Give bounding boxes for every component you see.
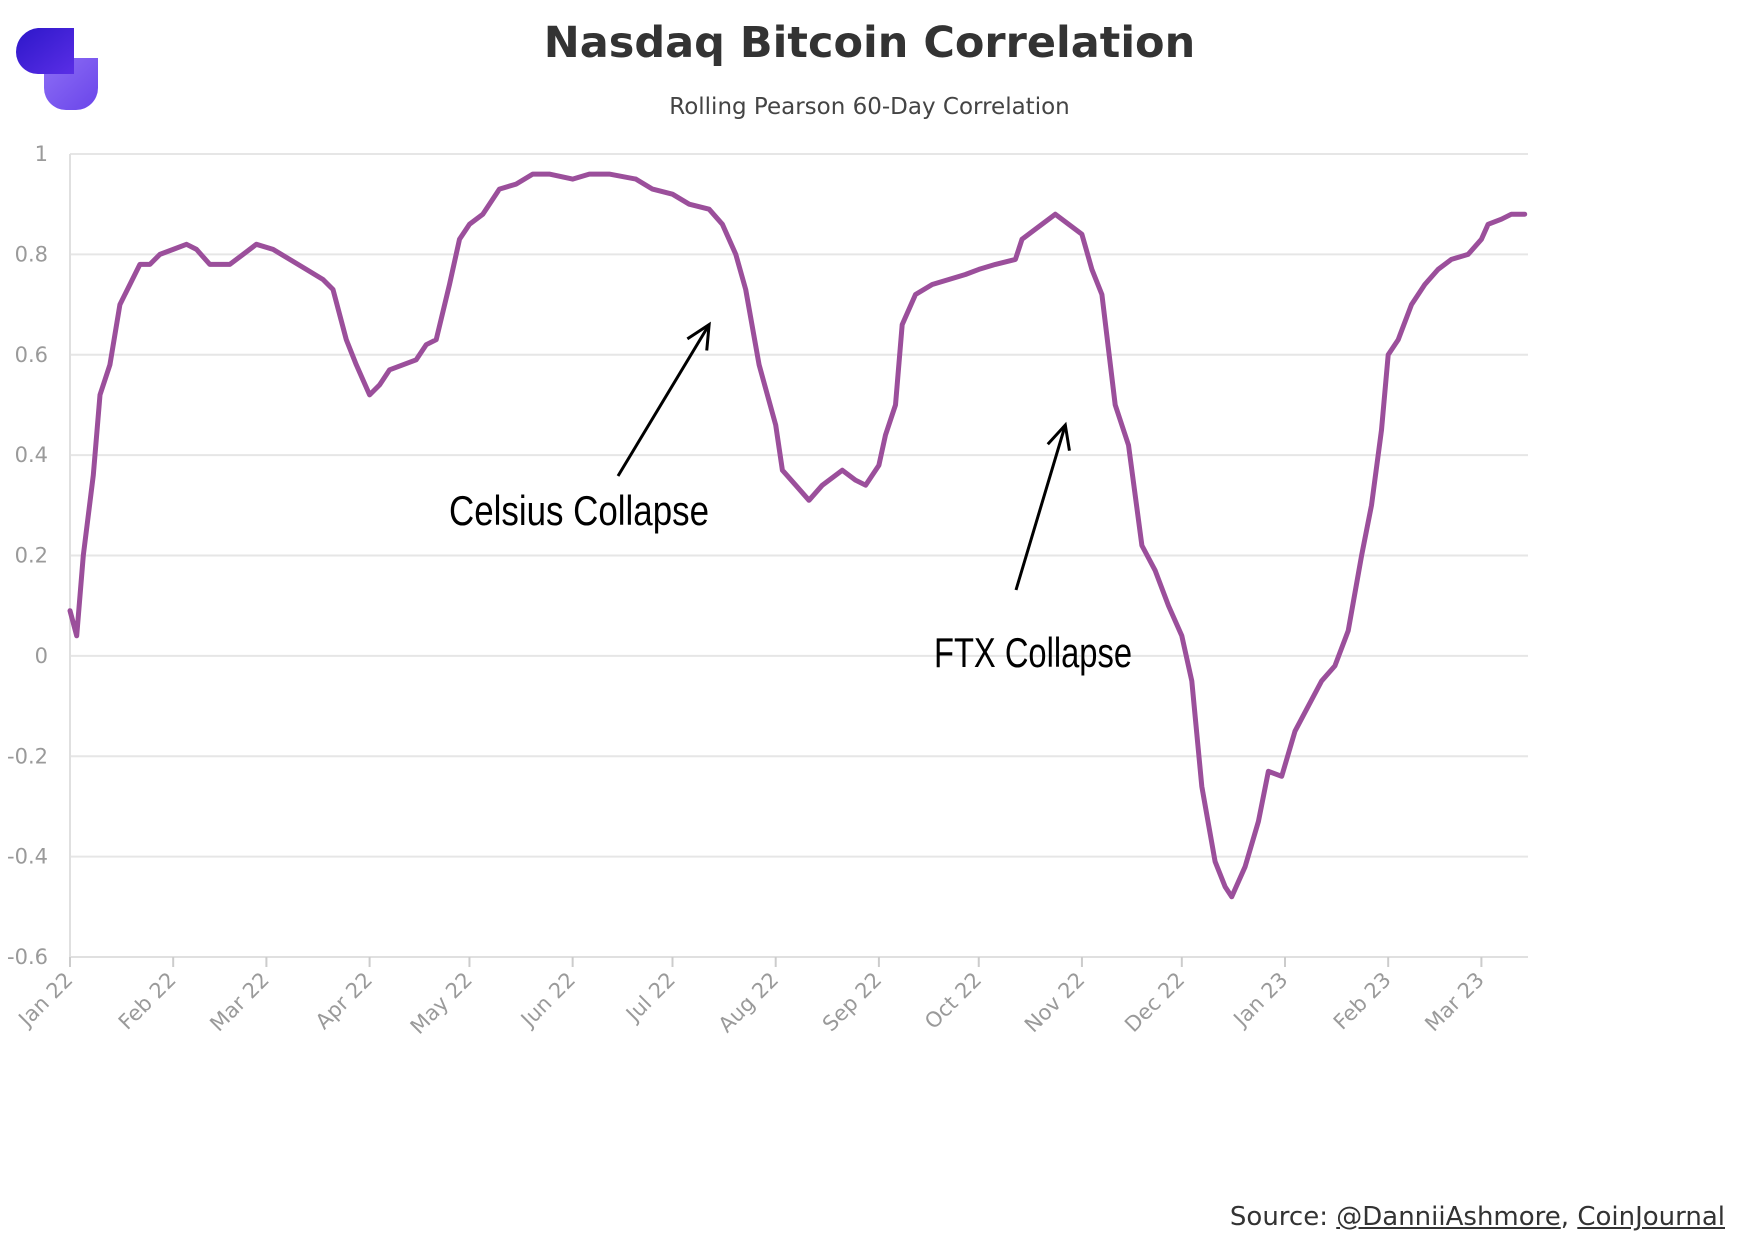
x-tick-label: Mar 23 — [1420, 968, 1489, 1037]
x-tick-label: Jun 22 — [515, 968, 580, 1033]
x-tick-label: Dec 22 — [1120, 968, 1189, 1037]
y-tick-label: 0.4 — [15, 443, 48, 467]
annotation-ftx-arrow — [1014, 424, 1067, 591]
y-tick-label: 0.6 — [15, 343, 48, 367]
source-link-author[interactable]: @DanniiAshmore — [1336, 1202, 1561, 1232]
x-tick-label: Nov 22 — [1020, 968, 1090, 1038]
y-tick-label: 0.8 — [15, 242, 48, 266]
annotation-celsius-arrowhead — [686, 321, 711, 351]
x-tick-label: May 22 — [406, 968, 477, 1039]
y-tick-label: -0.2 — [7, 744, 48, 768]
series-line — [67, 171, 1528, 900]
x-tick-label: Apr 22 — [311, 968, 377, 1034]
source-prefix: Source: — [1229, 1202, 1337, 1232]
annotation-ftx-arrowhead — [1046, 421, 1071, 451]
chart-title: Nasdaq Bitcoin Correlation — [543, 18, 1196, 68]
source-link-coinjournal[interactable]: CoinJournal — [1577, 1202, 1725, 1232]
x-tick-label: Jan 22 — [13, 968, 78, 1033]
x-tick-label: Feb 23 — [1329, 968, 1396, 1035]
x-tick-label: Feb 22 — [114, 968, 181, 1035]
source-separator: , — [1560, 1202, 1578, 1232]
x-tick-label: Mar 22 — [205, 968, 274, 1037]
source-credit: Source: @DanniiAshmore, CoinJournal — [1230, 1202, 1725, 1232]
chart-subtitle: Rolling Pearson 60-Day Correlation — [669, 94, 1070, 120]
annotation-ftx-label: FTX Collapse — [934, 629, 1132, 676]
x-tick-label: Sep 22 — [818, 968, 887, 1037]
x-tick-label: Jul 22 — [620, 968, 680, 1028]
x-tick-label: Jan 23 — [1228, 968, 1293, 1033]
y-tick-label: 0.2 — [15, 544, 48, 568]
annotation-celsius-arrow — [616, 323, 711, 477]
x-tick-label: Aug 22 — [714, 968, 784, 1038]
x-tick-label: Oct 22 — [920, 968, 986, 1034]
y-tick-label: 1 — [35, 142, 48, 166]
y-tick-label: -0.6 — [7, 945, 48, 969]
y-tick-label: -0.4 — [7, 845, 48, 869]
coinjournal-logo-icon — [14, 28, 98, 112]
annotation-celsius-label: Celsius Collapse — [449, 487, 709, 534]
y-tick-label: 0 — [35, 644, 48, 668]
